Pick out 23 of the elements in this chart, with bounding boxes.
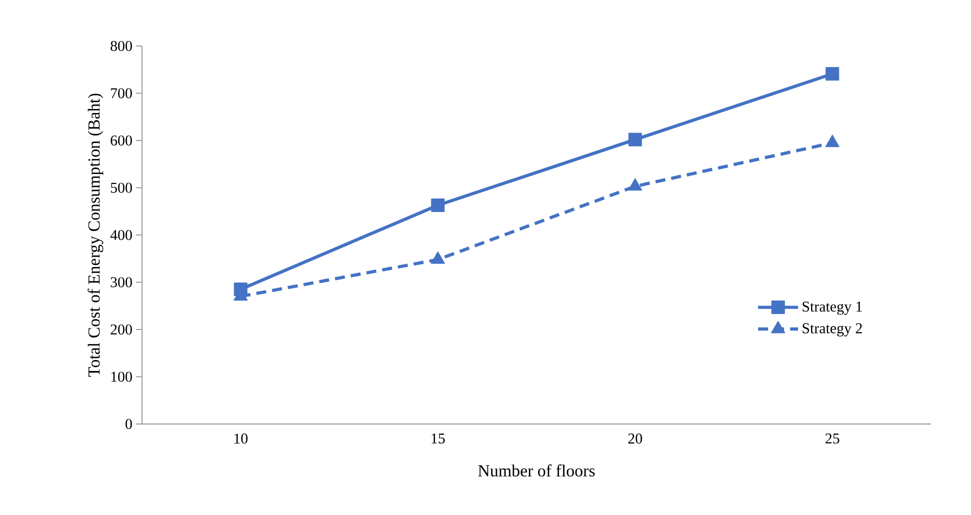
legend-label: Strategy 2: [802, 323, 862, 336]
point: [628, 178, 642, 191]
point: [430, 251, 446, 264]
y-tick-label: 700: [111, 88, 132, 98]
point: [431, 198, 445, 212]
x-tick-label: 25: [826, 434, 840, 444]
y-tick-label: 400: [110, 230, 132, 240]
point: [826, 67, 840, 81]
y-tick-label: 300: [110, 277, 132, 288]
y-tick-label: 600: [110, 135, 132, 146]
y-tick-label: 0: [126, 418, 132, 430]
x-tick-label: 10: [234, 434, 248, 444]
y-axis-title: Total Cost of Energy Consumption (Baht): [88, 94, 104, 377]
y-tick-label: 800: [110, 40, 132, 52]
x-tick-label: 15: [432, 434, 445, 444]
x-tick-label: 20: [628, 434, 642, 444]
y-tick-label: 500: [110, 182, 132, 193]
x-axis-title: Number of floors: [478, 464, 595, 477]
point: [825, 134, 840, 148]
point: [628, 132, 642, 146]
legend-label: Strategy 1: [802, 302, 862, 315]
y-tick-label: 100: [111, 372, 132, 382]
y-tick-label: 200: [110, 324, 132, 335]
